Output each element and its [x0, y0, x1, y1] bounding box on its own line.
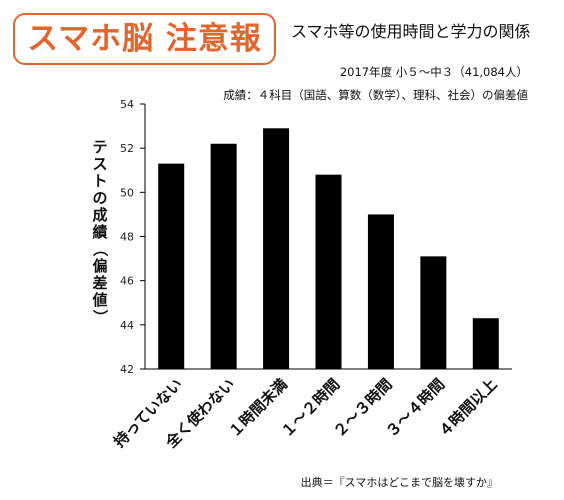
y-tick-label: 52 [120, 142, 134, 155]
y-tick-labels: 42 44 46 48 50 52 54 [120, 98, 134, 376]
y-axis-label-char: の [92, 189, 107, 207]
y-axis-label-char: 績 [92, 223, 107, 241]
bar [315, 174, 342, 369]
y-axis-label-char: （ [91, 241, 109, 256]
y-tick-label: 48 [120, 231, 134, 244]
y-axis-label-char: 差 [92, 274, 107, 292]
source-note: 出典＝『スマホはどこまで脳を壊すか』 [300, 476, 498, 489]
y-tick-label: 44 [120, 319, 134, 332]
bar [263, 128, 290, 369]
bar [210, 143, 237, 369]
warning-badge: スマホ脳 注意報 [13, 13, 276, 65]
y-tick-label: 42 [120, 363, 134, 376]
y-axis-label-char: テ [92, 138, 107, 156]
chart-title: スマホ等の使用時間と学力の関係 [291, 22, 531, 41]
y-axis-label-char: 値 [91, 291, 107, 309]
y-axis-label-char: ス [92, 155, 107, 173]
y-tick-label: 50 [120, 186, 134, 199]
bars [158, 128, 499, 369]
bar [420, 256, 447, 369]
y-axis-label-char: ） [91, 309, 109, 324]
score-description: 成績：４科目（国語、算数（数学）、理科、社会）の偏差値 [223, 88, 528, 102]
bar [367, 214, 394, 369]
y-tick-label: 54 [120, 98, 134, 111]
y-axis-label-char: 偏 [92, 257, 107, 275]
survey-period: 2017年度 小５～中３（41,084人） [339, 65, 528, 79]
bar [472, 318, 499, 369]
bar [158, 163, 185, 369]
y-tick-label: 46 [120, 275, 134, 288]
y-axis-label-char: ト [92, 172, 107, 190]
y-axis-label-char: 成 [92, 206, 107, 224]
